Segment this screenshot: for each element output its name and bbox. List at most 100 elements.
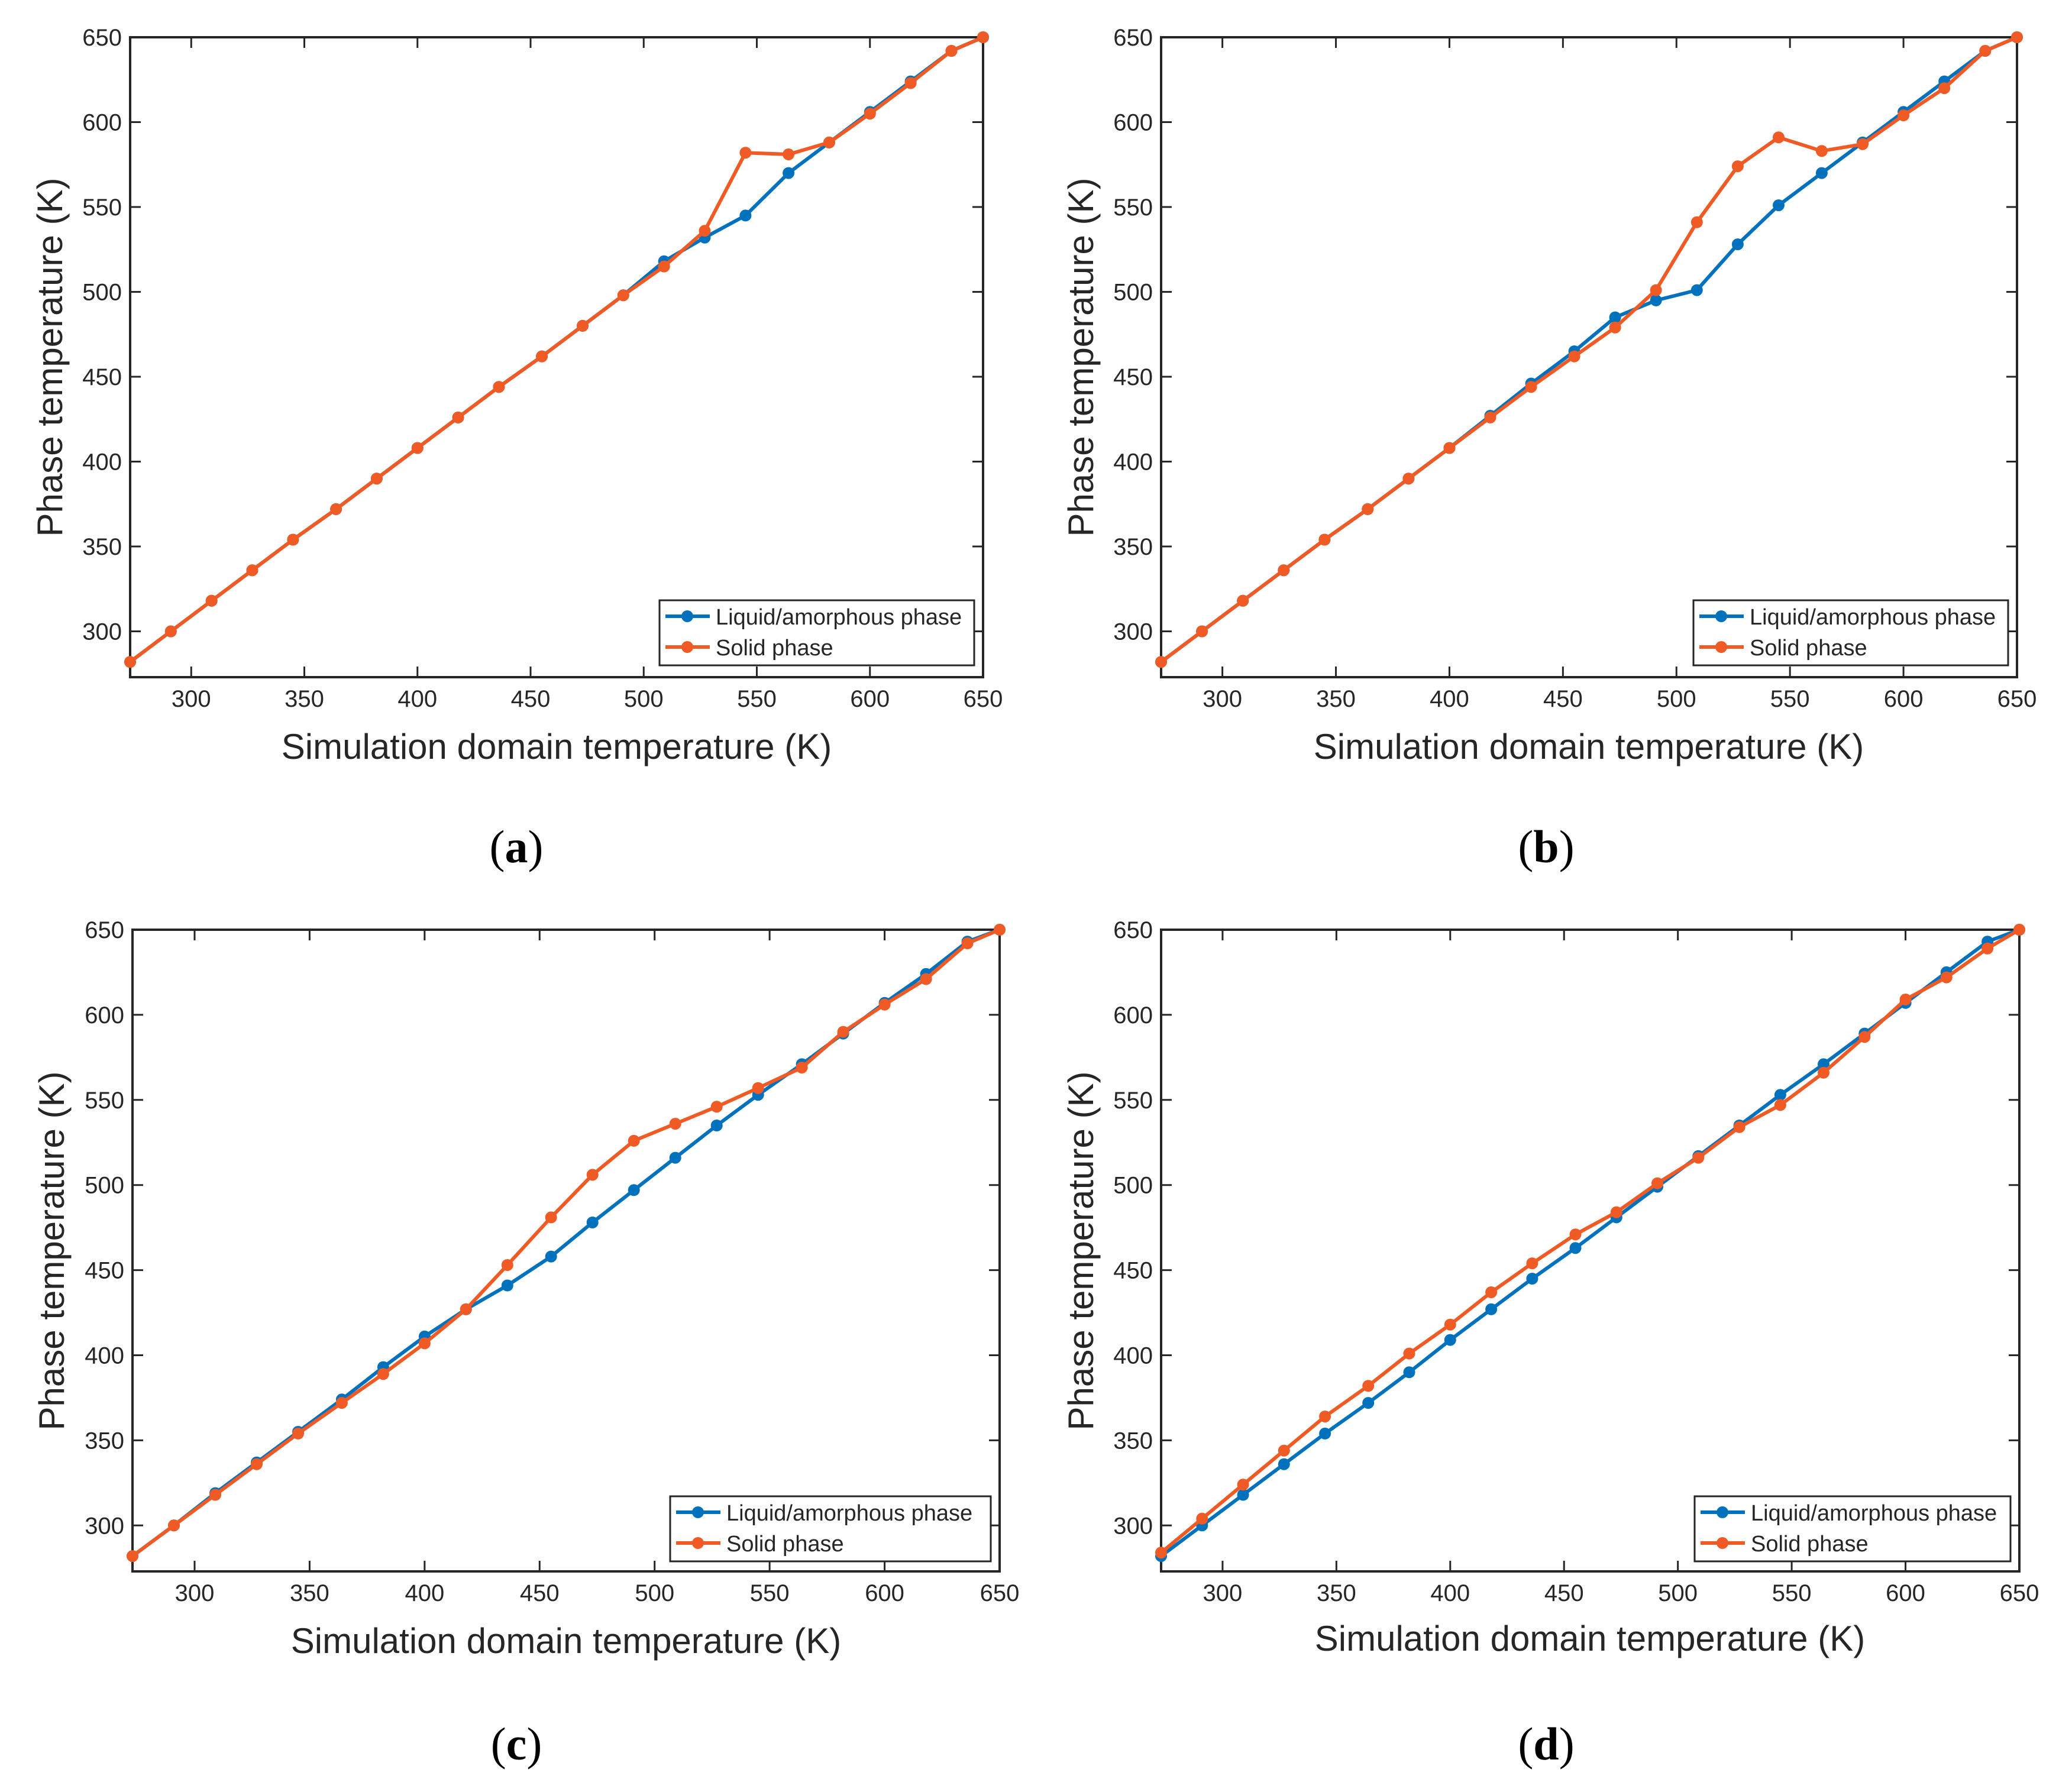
data-point-liquid xyxy=(1319,1427,1331,1440)
y-tick-label: 600 xyxy=(85,1002,124,1028)
data-point-liquid xyxy=(1818,1058,1829,1070)
chart-panel-d: 300 350 400 450 500 550 600 650 300 350 400 450 500 5… xyxy=(1061,917,2039,1770)
y-tick-label: 450 xyxy=(1113,364,1153,390)
y-tick-label: 500 xyxy=(85,1173,124,1199)
data-point-solid xyxy=(1982,942,1994,955)
axis-ticks: 300 350 400 450 500 550 600 650 300 350 400 450 500 5… xyxy=(1113,917,2039,1606)
series-layer xyxy=(1155,31,2023,668)
data-point-solid xyxy=(586,1169,599,1181)
data-point-solid xyxy=(411,442,424,454)
data-point-solid xyxy=(1318,533,1331,546)
data-point-solid xyxy=(1940,971,1953,984)
legend-label-solid: Solid phase xyxy=(1751,1532,1869,1557)
y-axis-label: Phase temperature (K) xyxy=(1061,1072,1101,1431)
data-point-solid xyxy=(1569,1228,1582,1241)
x-tick-label: 350 xyxy=(1317,1580,1356,1606)
data-point-liquid xyxy=(1526,1273,1538,1285)
data-point-solid xyxy=(545,1211,557,1224)
y-axis-label: Phase temperature (K) xyxy=(32,1072,72,1431)
legend-marker-liquid xyxy=(1717,1506,1728,1518)
data-point-solid xyxy=(628,1134,640,1147)
data-point-solid xyxy=(658,260,670,273)
data-point-solid xyxy=(418,1337,431,1350)
data-point-solid xyxy=(1898,109,1910,121)
x-tick-label: 650 xyxy=(964,686,1003,712)
data-point-solid xyxy=(460,1303,472,1315)
plot-area xyxy=(1160,36,2018,678)
y-tick-label: 350 xyxy=(82,534,122,560)
x-tick-label: 350 xyxy=(1316,686,1356,712)
legend-box xyxy=(1693,1495,2012,1563)
data-point-solid xyxy=(246,564,258,577)
data-point-liquid xyxy=(1278,1458,1290,1470)
data-point-solid xyxy=(287,533,299,546)
data-point-solid xyxy=(1899,994,1912,1005)
y-tick-label: 500 xyxy=(1113,1173,1153,1199)
legend-marker-liquid xyxy=(692,1506,704,1518)
y-tick-label: 650 xyxy=(85,917,124,943)
series-layer xyxy=(124,31,989,668)
series-line-solid xyxy=(1160,928,2021,1554)
data-point-solid xyxy=(1857,138,1869,150)
data-point-liquid xyxy=(1609,311,1621,324)
legend-label-liquid: Liquid/amorphous phase xyxy=(1751,1501,1997,1526)
y-tick-label: 500 xyxy=(1113,280,1153,306)
data-point-liquid xyxy=(783,167,795,179)
panel-letter: d xyxy=(1533,1718,1559,1770)
data-point-solid xyxy=(878,998,891,1011)
legend-box xyxy=(1692,599,2009,667)
data-point-solid xyxy=(1858,1031,1871,1043)
data-point-solid xyxy=(739,147,752,159)
data-point-liquid xyxy=(545,1250,557,1263)
x-tick-label: 450 xyxy=(1544,1580,1584,1606)
data-point-solid xyxy=(164,625,177,638)
y-tick-label: 450 xyxy=(1113,1258,1153,1284)
data-point-solid xyxy=(1403,1347,1415,1360)
data-point-solid xyxy=(1402,473,1415,485)
data-point-solid xyxy=(977,31,989,43)
data-point-liquid xyxy=(1690,284,1703,296)
x-axis-label: Simulation domain temperature (K) xyxy=(1314,727,1864,766)
panel-label-b: (b) xyxy=(1518,821,1574,872)
axis-ticks: 300 350 400 450 500 550 600 650 300 350 400 450 500 5… xyxy=(1113,25,2037,712)
series-line-solid xyxy=(131,928,1001,1558)
x-tick-label: 600 xyxy=(850,686,890,712)
data-point-solid xyxy=(1278,1444,1290,1457)
y-axis-label: Phase temperature (K) xyxy=(1061,178,1101,537)
chart-panel-c: 300 350 400 450 500 550 600 650 300 350 400 450 500 5… xyxy=(32,917,1019,1770)
legend-marker-solid xyxy=(681,641,693,653)
x-tick-label: 400 xyxy=(1430,686,1469,712)
y-tick-label: 500 xyxy=(82,280,122,306)
data-point-solid xyxy=(1362,1380,1375,1392)
data-point-solid xyxy=(823,136,835,148)
x-tick-label: 550 xyxy=(750,1580,790,1606)
legend-label-solid: Solid phase xyxy=(716,636,833,661)
chart-panel-a: 300 350 400 450 500 550 600 650 300 350 400 450 500 5… xyxy=(30,25,1003,872)
data-point-solid xyxy=(124,656,136,668)
x-tick-label: 500 xyxy=(1658,1580,1698,1606)
y-tick-label: 600 xyxy=(82,110,122,136)
data-point-liquid xyxy=(1485,1303,1498,1315)
data-point-liquid xyxy=(1444,1334,1456,1346)
legend-marker-solid xyxy=(1715,641,1727,653)
data-point-solid xyxy=(251,1458,263,1470)
data-point-solid xyxy=(1525,381,1537,393)
y-axis-label: Phase temperature (K) xyxy=(30,178,70,537)
plot-area xyxy=(1160,929,2021,1573)
x-tick-label: 650 xyxy=(1997,686,2037,712)
data-point-solid xyxy=(1651,1177,1663,1189)
x-tick-label: 600 xyxy=(1884,686,1924,712)
x-tick-label: 400 xyxy=(1430,1580,1470,1606)
y-tick-label: 400 xyxy=(85,1343,124,1369)
series-line-solid xyxy=(1160,35,2018,664)
x-tick-label: 300 xyxy=(1203,1580,1243,1606)
data-point-solid xyxy=(1196,625,1208,638)
data-point-solid xyxy=(1773,131,1785,144)
data-point-solid xyxy=(1237,1479,1249,1491)
data-point-solid xyxy=(864,108,876,120)
data-point-solid xyxy=(1319,1411,1331,1423)
y-tick-label: 650 xyxy=(82,25,122,51)
y-tick-label: 400 xyxy=(1113,1343,1153,1369)
data-point-solid xyxy=(961,937,974,949)
